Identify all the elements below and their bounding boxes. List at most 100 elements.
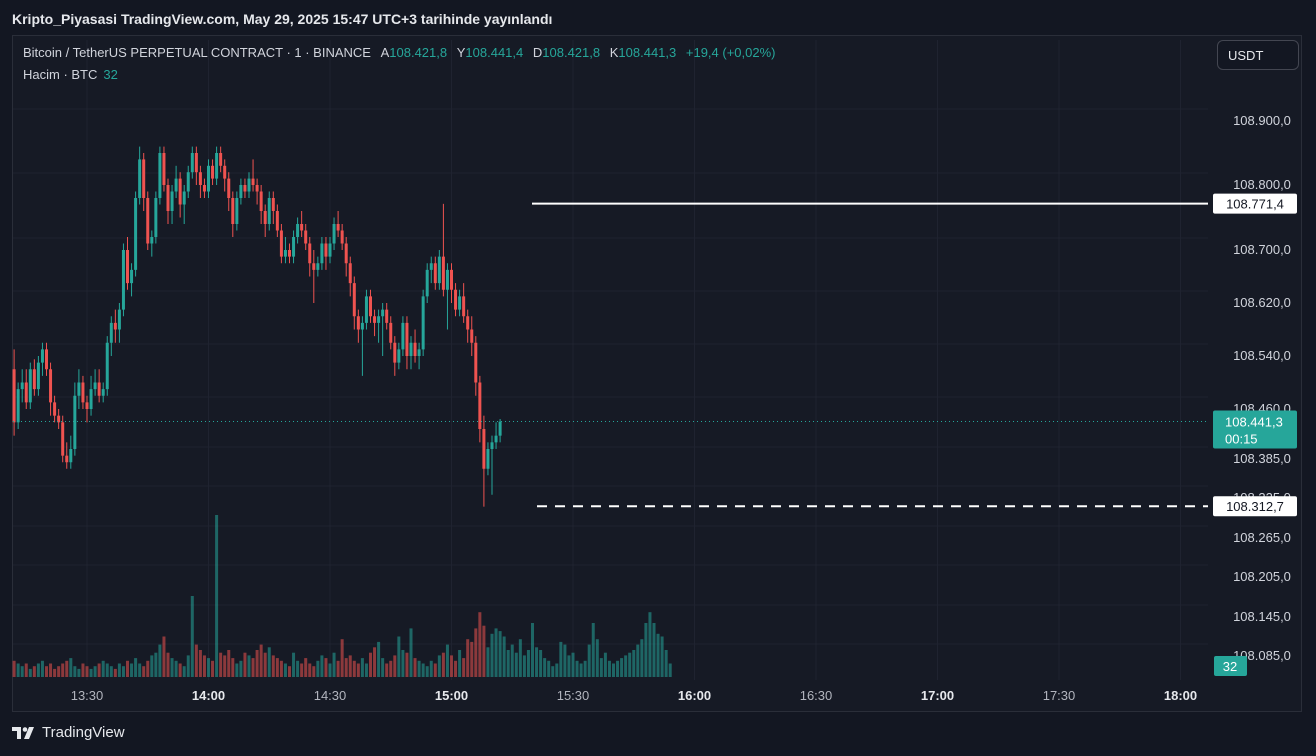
time-tick-label: 14:30 xyxy=(314,688,347,703)
candle-body xyxy=(437,256,441,284)
candle-body xyxy=(121,250,125,310)
candle-body xyxy=(421,296,425,350)
candle-body xyxy=(202,185,206,192)
candle-body xyxy=(397,349,401,363)
volume-bar xyxy=(170,658,174,677)
volume-bar xyxy=(12,660,16,677)
volume-bar xyxy=(490,633,494,677)
legend-volume: Hacim · BTC 32 xyxy=(23,67,118,82)
resistance-price-label: 108.771,4 xyxy=(1213,193,1297,214)
candle-body xyxy=(450,269,453,290)
candle-body xyxy=(215,153,219,179)
volume-bar xyxy=(648,612,652,677)
volume-bar xyxy=(109,666,113,677)
volume-bar xyxy=(28,668,32,677)
volume-bar xyxy=(16,663,20,677)
time-tick-label: 17:00 xyxy=(921,688,954,703)
volume-bar xyxy=(579,663,583,677)
volume-bar xyxy=(612,663,615,677)
candle-body xyxy=(454,289,458,310)
volume-bar xyxy=(462,658,466,677)
volume-bar xyxy=(328,663,332,677)
volume-bar xyxy=(85,666,89,677)
candle-body xyxy=(85,402,89,409)
candle-body xyxy=(304,230,308,244)
volume-bar xyxy=(454,660,458,677)
volume-bar xyxy=(198,650,202,677)
candle-body xyxy=(53,402,57,416)
volume-bar xyxy=(474,628,478,677)
candle-body xyxy=(174,178,178,192)
volume-bar xyxy=(526,650,530,677)
candle-body xyxy=(198,172,202,185)
candle-body xyxy=(324,243,328,257)
support-price-label: 108.312,7 xyxy=(1213,496,1297,517)
price-tick-label: 108.900,0 xyxy=(1233,113,1291,128)
resistance-price-label-text: 108.771,4 xyxy=(1226,197,1284,212)
volume-bar xyxy=(405,652,409,677)
volume-bar xyxy=(332,652,336,677)
footer-brand[interactable]: TradingView xyxy=(12,724,125,741)
candle-body xyxy=(36,362,40,390)
candle-body xyxy=(356,316,360,330)
volume-bar xyxy=(255,650,259,677)
time-tick-label: 16:00 xyxy=(678,688,711,703)
volume-bar xyxy=(583,660,587,677)
candle-body xyxy=(328,243,332,257)
volume-bar xyxy=(433,663,437,677)
volume-bar xyxy=(304,658,308,677)
volume-bar xyxy=(664,650,668,677)
candle-body xyxy=(288,250,291,257)
candle-body xyxy=(81,382,85,403)
candle-body xyxy=(271,198,275,211)
candle-body xyxy=(417,349,421,356)
volume-bar xyxy=(466,639,470,677)
candle-body xyxy=(65,455,69,463)
volume-bar xyxy=(207,658,210,677)
chart-panel[interactable] xyxy=(12,35,1302,712)
volume-bar xyxy=(522,655,526,677)
candle-body xyxy=(486,449,490,469)
candle-body xyxy=(166,185,170,211)
volume-bar xyxy=(587,644,591,677)
candle-body xyxy=(150,237,154,244)
legend-symbol: Bitcoin / TetherUS PERPETUAL CONTRACT · … xyxy=(23,45,371,60)
candle-body xyxy=(336,224,340,231)
candle-body xyxy=(401,322,405,350)
volume-bar xyxy=(385,663,389,677)
volume-bar xyxy=(389,660,393,677)
candle-body xyxy=(300,224,304,231)
volume-bar xyxy=(239,660,243,677)
volume-bar xyxy=(215,515,219,677)
time-tick-label: 13:30 xyxy=(71,688,104,703)
candle-body xyxy=(425,269,429,297)
volume-bar xyxy=(263,652,267,677)
legend-close-value: 108.441,3 xyxy=(618,45,677,60)
volume-bar xyxy=(644,623,648,677)
candle-body xyxy=(308,243,312,264)
candle-body xyxy=(377,316,381,323)
candle-body xyxy=(138,159,142,198)
volume-bar xyxy=(57,666,61,677)
volume-bar xyxy=(506,650,510,677)
volume-bar xyxy=(425,666,429,677)
volume-bar xyxy=(539,650,543,677)
candle-body xyxy=(251,178,255,185)
current-price-bg xyxy=(1213,410,1297,449)
volume-bar xyxy=(20,666,24,677)
currency-button[interactable]: USDT xyxy=(1217,40,1299,70)
volume-bar xyxy=(117,663,121,677)
volume-bar xyxy=(409,628,413,677)
volume-bar xyxy=(628,652,632,677)
candle-body xyxy=(154,198,158,237)
volume-bar xyxy=(243,652,247,677)
candle-body xyxy=(158,153,162,198)
candle-body xyxy=(170,191,174,211)
volume-bar xyxy=(336,660,340,677)
volume-bar xyxy=(591,623,595,677)
candle-body xyxy=(97,382,101,396)
candle-body xyxy=(57,415,61,423)
time-tick-label: 15:00 xyxy=(435,688,468,703)
legend-high-value: 108.441,4 xyxy=(465,45,524,60)
